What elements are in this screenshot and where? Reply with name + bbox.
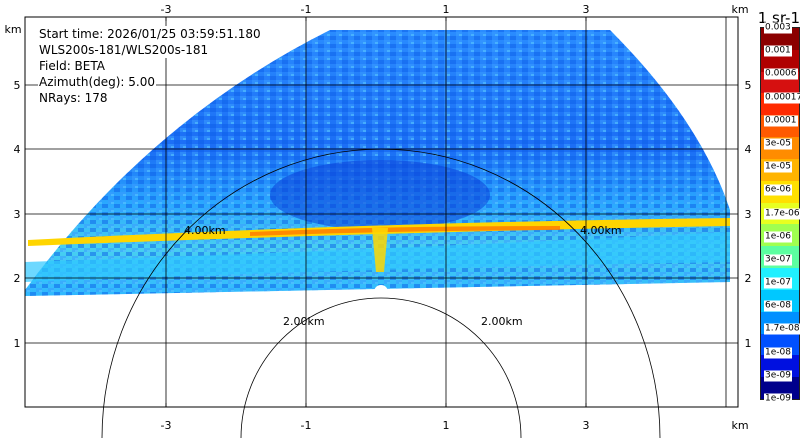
colorbar-label: 0.001 <box>764 45 792 57</box>
y-tick-left-5: 5 <box>14 79 21 92</box>
colorbar-label: 1e-06 <box>764 231 792 243</box>
ring-label-inner-left: 2.00km <box>283 315 325 328</box>
colorbar-label: 3e-07 <box>764 254 792 266</box>
x-unit-bottom: km <box>731 419 748 432</box>
x-tick-top-4: 3 <box>583 3 590 16</box>
x-tick-labels-bottom: -3 -1 1 3 km <box>161 419 749 432</box>
colorbar-label: 1e-07 <box>764 277 792 289</box>
x-tick-top-3: 1 <box>443 3 450 16</box>
colorbar-label: 0.003 <box>764 22 792 34</box>
y-unit-left: km <box>4 23 21 36</box>
ring-label-outer-left: 4.00km <box>184 224 226 237</box>
x-tick-bottom-2: -1 <box>301 419 312 432</box>
colorbar-label: 1.7e-06 <box>764 208 800 219</box>
start-time-text: Start time: 2026/01/25 03:59:51.180 <box>38 26 262 42</box>
colorbar-label: 6e-06 <box>764 184 792 196</box>
nrays-text: NRays: 178 <box>38 90 109 106</box>
colorbar-label: 1e-05 <box>764 161 792 173</box>
x-tick-top-2: -1 <box>301 3 312 16</box>
y-tick-right-5: 5 <box>745 79 752 92</box>
colorbar-label: 1e-08 <box>764 347 792 359</box>
y-tick-right-3: 3 <box>745 208 752 221</box>
y-tick-right-1: 1 <box>745 337 752 350</box>
colorbar-label: 0.0006 <box>764 68 798 80</box>
y-tick-right-2: 2 <box>745 272 752 285</box>
vertical-plume <box>372 228 388 272</box>
y-tick-left-3: 3 <box>14 208 21 221</box>
range-rings <box>101 148 661 438</box>
colorbar-label: 3e-09 <box>764 370 792 382</box>
colorbar-label: 3e-05 <box>764 138 792 150</box>
ring-label-outer-right: 4.00km <box>580 224 622 237</box>
x-tick-bottom-4: 3 <box>583 419 590 432</box>
y-tick-left-2: 2 <box>14 272 21 285</box>
scan-info-panel: Start time: 2026/01/25 03:59:51.180 WLS2… <box>38 26 262 106</box>
x-tick-top-1: -3 <box>161 3 172 16</box>
colorbar-segment <box>761 28 799 51</box>
ring-label-inner-right: 2.00km <box>481 315 523 328</box>
x-tick-labels-top: -3 -1 1 3 km <box>161 3 749 16</box>
colorbar-label: 1e-09 <box>764 393 792 405</box>
colorbar-label: 0.00017 <box>764 92 800 104</box>
instrument-text: WLS200s-181/WLS200s-181 <box>38 42 210 58</box>
colorbar: 0.003 0.001 0.0006 0.00017 0.0001 3e-05 1e-05 6… <box>760 22 800 405</box>
x-unit-top: km <box>731 3 748 16</box>
instrument-origin <box>374 285 388 299</box>
colorbar-label: 0.0001 <box>764 115 798 127</box>
y-tick-labels-right: 1 2 3 4 5 <box>745 79 752 350</box>
y-tick-left-1: 1 <box>14 337 21 350</box>
y-tick-left-4: 4 <box>14 143 21 156</box>
x-tick-bottom-3: 1 <box>443 419 450 432</box>
range-ring-labels: 2.00km 2.00km 4.00km 4.00km <box>184 224 622 328</box>
azimuth-text: Azimuth(deg): 5.00 <box>38 74 157 90</box>
lower-blank-region <box>25 296 738 407</box>
colorbar-label: 1.7e-08 <box>764 323 800 335</box>
colorbar-label: 6e-08 <box>764 300 792 312</box>
tick-marks <box>165 17 587 407</box>
x-tick-bottom-1: -3 <box>161 419 172 432</box>
plot-frame <box>24 16 739 408</box>
y-tick-labels-left: km 1 2 3 4 5 <box>4 23 21 350</box>
cloud-layer-core <box>250 226 560 236</box>
dense-core-region <box>270 160 490 230</box>
field-text: Field: BETA <box>38 58 106 74</box>
y-tick-right-4: 4 <box>745 143 752 156</box>
